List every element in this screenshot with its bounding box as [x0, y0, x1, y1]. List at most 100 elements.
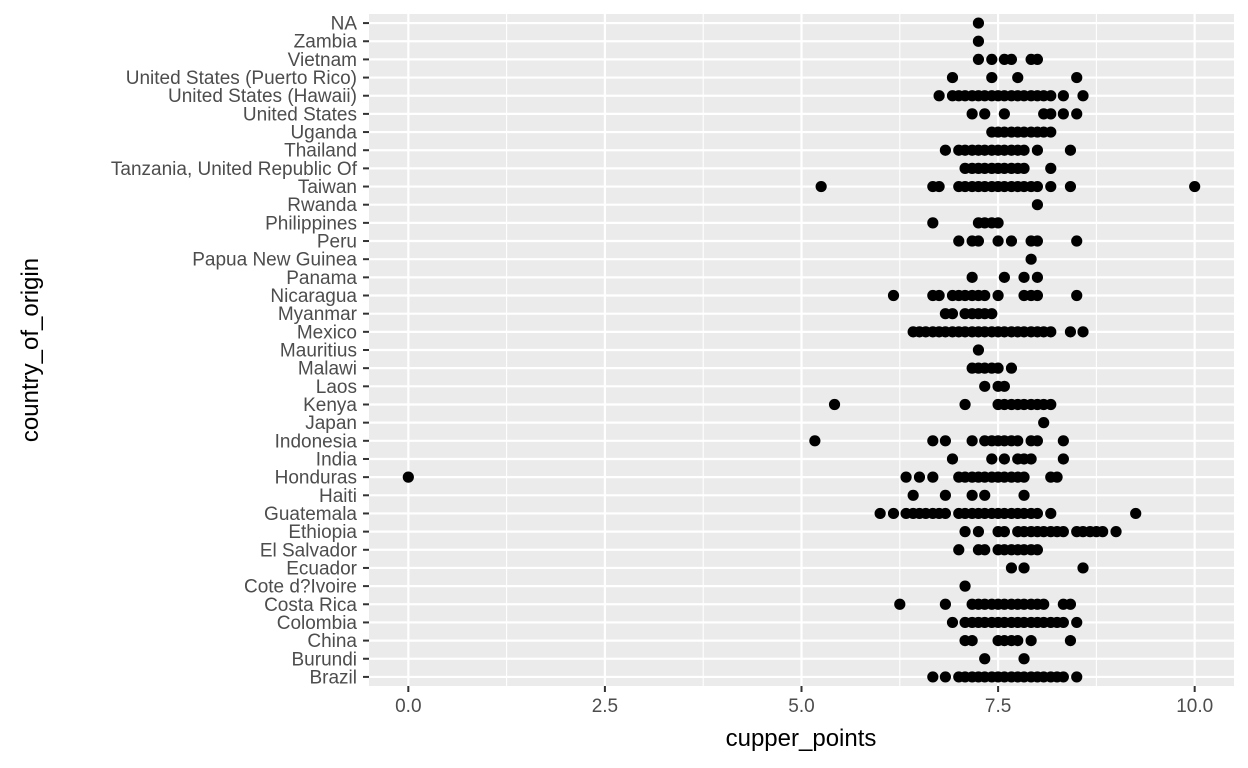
data-point — [939, 144, 952, 156]
data-point — [972, 235, 985, 247]
data-point — [1064, 634, 1077, 647]
data-point — [998, 526, 1010, 538]
data-point — [966, 489, 978, 501]
data-point — [809, 435, 821, 447]
data-point — [992, 289, 1004, 302]
y-tick-label: Burundi — [292, 649, 358, 670]
data-point — [1018, 144, 1030, 156]
data-point — [1071, 671, 1083, 683]
data-point — [1071, 289, 1083, 302]
data-point — [946, 71, 959, 84]
y-tick-label: Guatemala — [264, 504, 357, 525]
data-point — [939, 598, 952, 610]
y-tick-label: Brazil — [309, 667, 357, 688]
y-axis-title: country_of_origin — [17, 258, 44, 442]
y-tick-label: NA — [331, 14, 358, 35]
x-axis: 0.0 2.5 5.0 7.5 10.0 — [395, 686, 1213, 717]
data-point — [1071, 108, 1083, 120]
y-tick-label: Mexico — [297, 322, 357, 343]
data-point — [1018, 162, 1030, 174]
y-tick-label: Vietnam — [288, 50, 357, 71]
data-point — [894, 598, 906, 610]
data-point — [986, 453, 998, 465]
y-tick-label: Laos — [316, 377, 357, 398]
data-point — [959, 398, 971, 411]
y-tick-label: Malawi — [298, 359, 357, 380]
data-point — [815, 180, 827, 193]
data-point — [1045, 90, 1057, 102]
y-tick-label: United States (Hawaii) — [168, 86, 357, 107]
data-point — [1071, 235, 1083, 247]
data-point — [1018, 653, 1030, 665]
data-point — [1025, 253, 1037, 265]
data-point — [992, 362, 1004, 374]
y-tick-label: Panama — [286, 268, 357, 289]
data-point — [1064, 180, 1077, 193]
y-tick-label: Japan — [305, 413, 357, 434]
data-point — [998, 108, 1010, 120]
data-point — [887, 289, 900, 302]
y-tick-label: El Salvador — [260, 540, 358, 561]
data-point — [1031, 235, 1044, 247]
data-point — [939, 435, 952, 447]
data-point — [1057, 108, 1069, 120]
y-tick-label: Cote d?Ivoire — [244, 577, 357, 598]
data-point — [1057, 435, 1069, 447]
data-point — [979, 489, 991, 501]
data-point — [1130, 507, 1142, 520]
data-point — [979, 380, 991, 392]
data-point — [979, 289, 991, 302]
data-point — [966, 435, 978, 447]
data-point — [927, 217, 939, 229]
data-point — [1077, 90, 1089, 102]
data-point — [1038, 598, 1050, 610]
data-point — [933, 180, 945, 193]
y-tick-label: China — [307, 631, 357, 652]
data-point — [1012, 435, 1024, 447]
x-tick-label: 0.0 — [395, 696, 421, 717]
data-point — [1025, 634, 1037, 647]
data-point — [1031, 180, 1044, 193]
y-tick-label: United States (Puerto Rico) — [126, 68, 357, 89]
data-point — [972, 53, 985, 66]
y-tick-label: Ethiopia — [288, 522, 357, 543]
data-point — [1045, 398, 1057, 411]
data-point — [998, 453, 1010, 465]
data-point — [1057, 90, 1069, 102]
y-tick-label: India — [316, 449, 358, 470]
y-tick-label: Rwanda — [287, 195, 357, 216]
data-point — [966, 271, 978, 283]
data-point — [946, 453, 959, 465]
data-point — [1031, 199, 1044, 211]
data-point — [927, 671, 939, 683]
data-point — [966, 108, 978, 120]
data-point — [1045, 326, 1057, 338]
data-point — [979, 108, 991, 120]
data-point — [1031, 289, 1044, 302]
data-point — [1031, 144, 1044, 156]
data-point — [1057, 616, 1069, 629]
data-point — [887, 507, 900, 520]
data-point — [927, 471, 939, 483]
y-tick-label: Honduras — [275, 468, 357, 489]
data-point — [939, 671, 952, 683]
data-point — [1051, 471, 1063, 483]
data-point — [828, 398, 841, 411]
data-point — [933, 289, 945, 302]
data-point — [1110, 526, 1122, 538]
data-point — [1045, 162, 1057, 174]
y-tick-label: Peru — [317, 232, 357, 253]
data-point — [1005, 362, 1018, 374]
data-point — [1097, 526, 1109, 538]
data-point — [953, 235, 965, 247]
data-points — [402, 17, 1201, 683]
x-tick-label: 10.0 — [1176, 696, 1213, 717]
data-point — [1071, 616, 1083, 629]
data-point — [946, 308, 959, 320]
y-tick-label: Uganda — [290, 123, 357, 144]
data-point — [986, 53, 998, 66]
y-tick-label: Philippines — [265, 213, 357, 234]
data-point — [1057, 526, 1069, 538]
data-point — [953, 544, 965, 556]
